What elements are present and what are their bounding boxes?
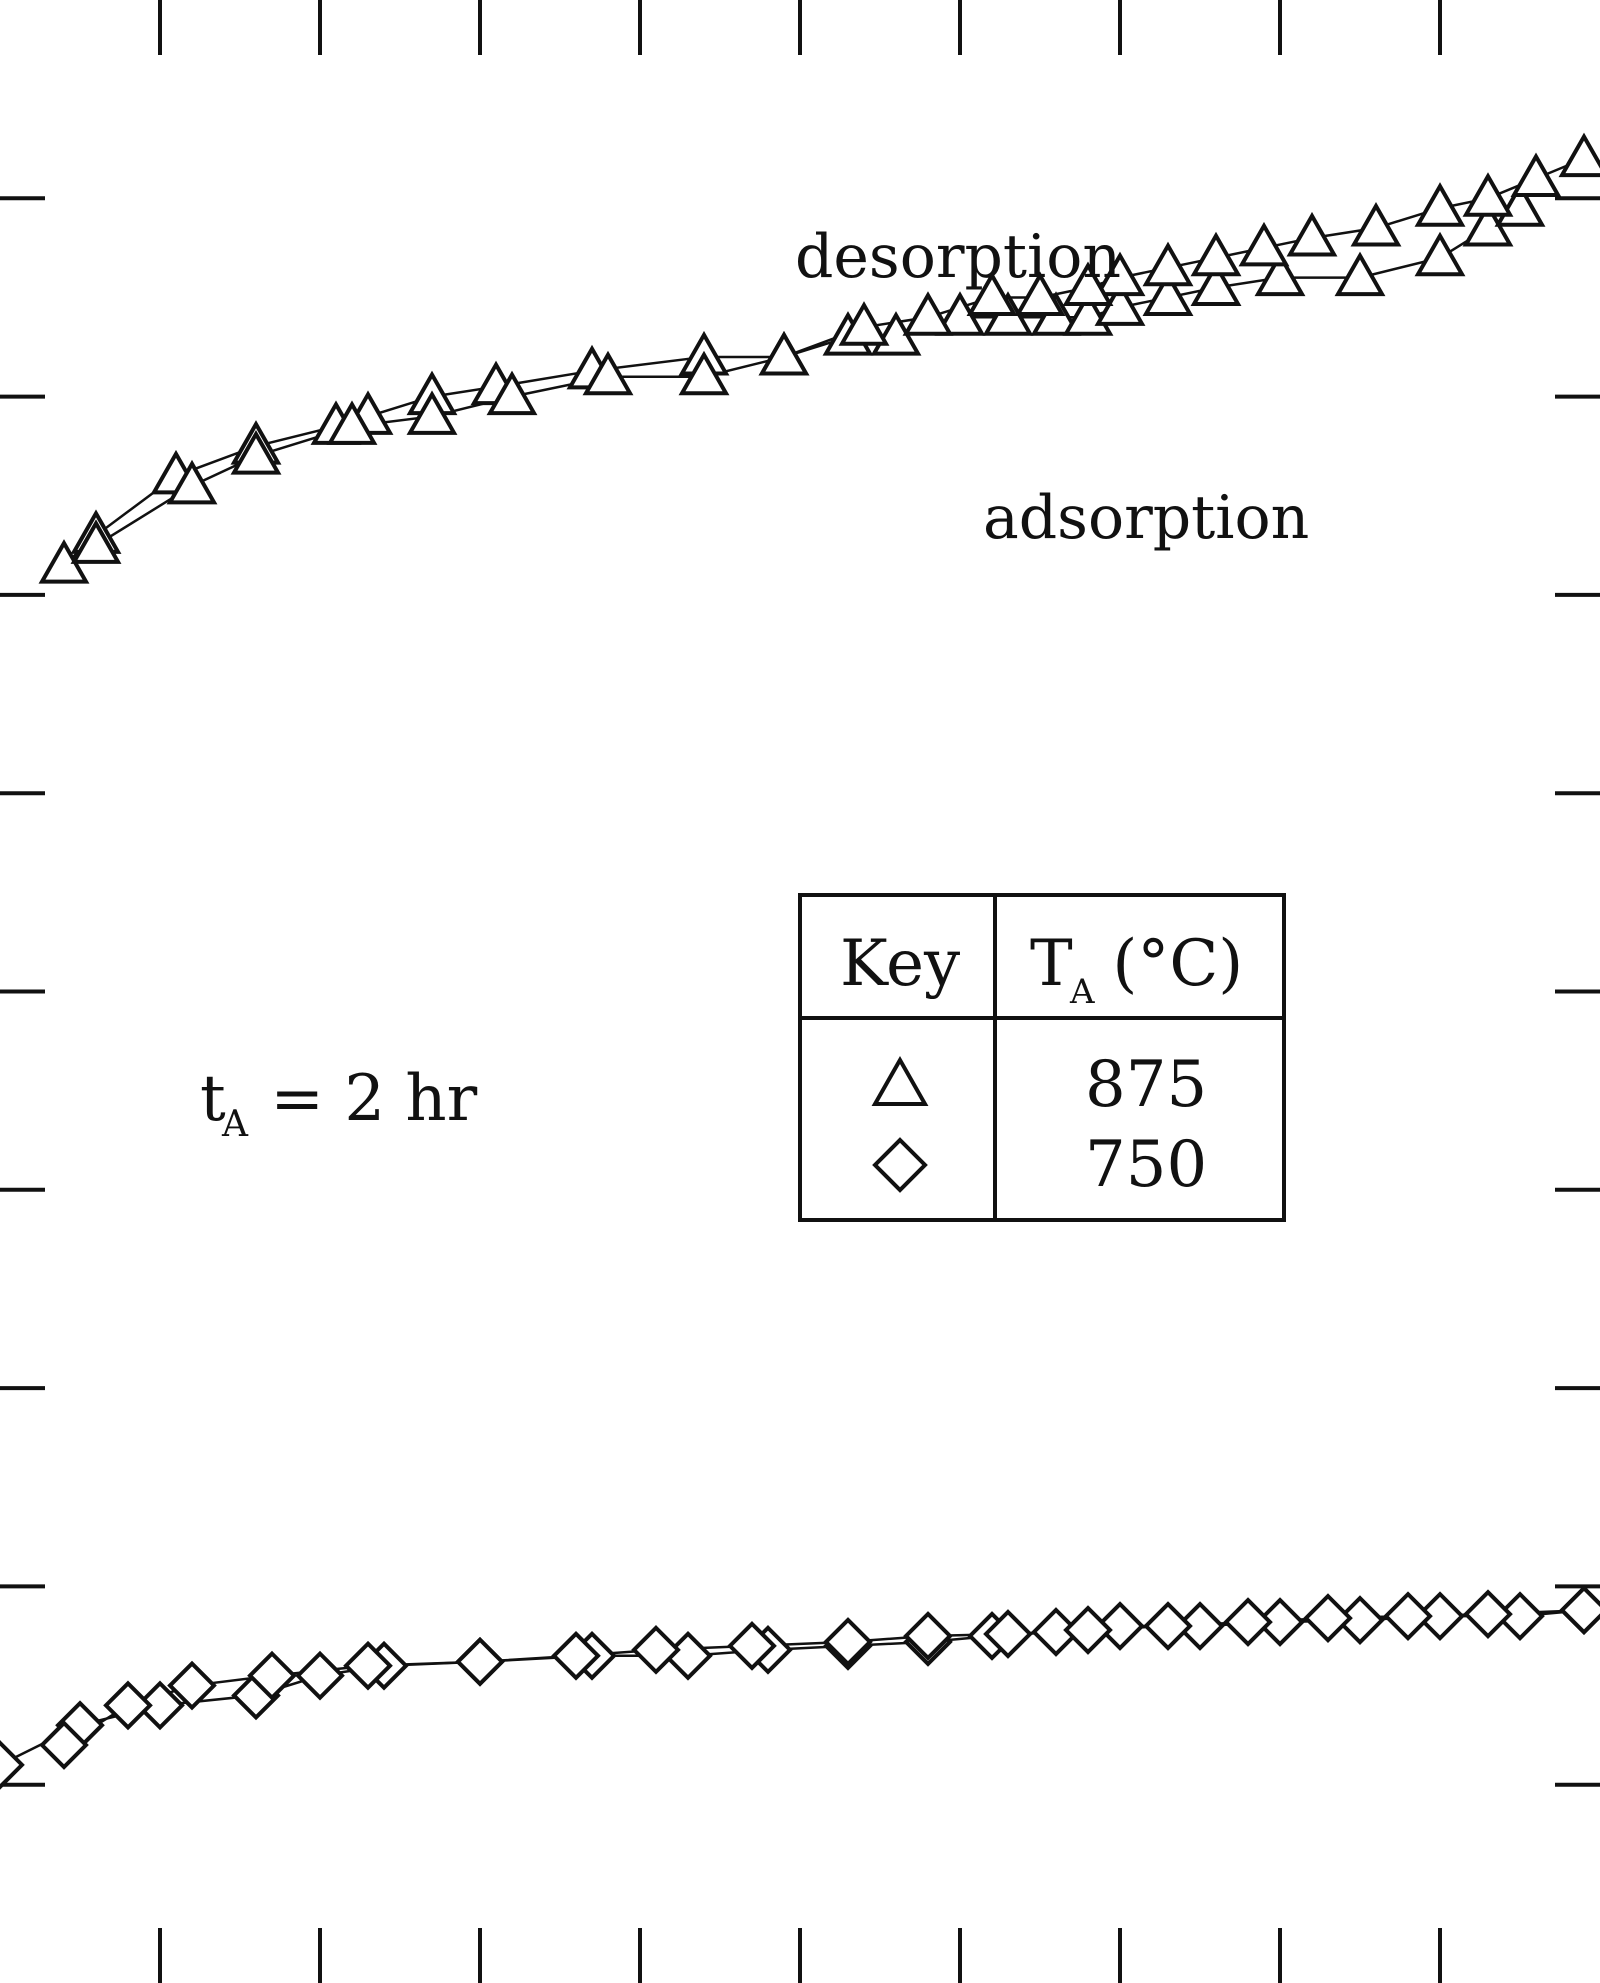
marker-triangle-s1-p7 — [1190, 231, 1242, 277]
legend-table: Key T A (°C) 875 750 — [798, 893, 1286, 1222]
marker-diamond-s3-p13 — [455, 1636, 505, 1687]
marker-diamond-s3-p11 — [631, 1625, 681, 1675]
marker-triangle-s1-p12 — [966, 271, 1018, 316]
legend-entry-875: 875 — [1085, 1048, 1207, 1122]
legend-entry-750: 750 — [1085, 1128, 1207, 1202]
marker-diamond-s3-p0 — [1559, 1585, 1600, 1636]
marker-diamond-s3-p2 — [1383, 1591, 1433, 1641]
t-value: = 2 hr — [250, 1062, 478, 1136]
marker-diamond-s3-p6 — [1063, 1605, 1113, 1655]
series-lines — [0, 157, 1585, 1766]
marker-triangle-s1-p16 — [678, 350, 730, 396]
marker-triangle-s1-p0 — [1558, 132, 1600, 178]
marker-triangle-s1-p11 — [1014, 271, 1066, 316]
marker-diamond-s3-p9 — [823, 1617, 873, 1667]
marker-triangle-s1-p9 — [1094, 251, 1146, 297]
marker-diamond-s3-p18 — [39, 1720, 89, 1770]
marker-triangle-s1-p10 — [1062, 261, 1114, 307]
marker-triangle-s1-p20 — [326, 400, 378, 445]
marker-triangle-s1-p6 — [1238, 221, 1290, 267]
marker-diamond-s3-p15 — [247, 1650, 297, 1701]
marker-diamond-s2-p4 — [295, 1650, 345, 1701]
marker-triangle-s0-p18 — [1142, 271, 1194, 316]
marker-triangle-s1-p23 — [70, 519, 122, 564]
marker-diamond-s3-p7 — [983, 1609, 1033, 1659]
marker-diamond-s3-p8 — [903, 1611, 953, 1661]
marker-triangle-s1-p5 — [1286, 211, 1338, 257]
legend-header-t-sub: A — [1069, 972, 1095, 1012]
annealing-time-label: t A = 2 hr — [200, 1062, 478, 1145]
marker-triangle-s1-p18 — [486, 370, 538, 416]
marker-triangle-s0-p20 — [1254, 251, 1306, 297]
t-subscript: A — [221, 1104, 249, 1145]
marker-diamond-s3-p12 — [551, 1630, 601, 1681]
marker-diamond-s3-p4 — [1223, 1597, 1273, 1647]
marker-triangle-s1-p2 — [1462, 172, 1514, 217]
marker-triangle-s0-p19 — [1190, 261, 1242, 307]
legend-triangle-marker — [871, 1055, 929, 1106]
marker-triangle-s1-p15 — [758, 330, 810, 376]
marker-diamond-s3-p14 — [343, 1640, 393, 1691]
marker-triangle-s1-p14 — [838, 301, 890, 346]
marker-diamond-s3-p16 — [167, 1660, 217, 1711]
marker-triangle-s1-p8 — [1142, 241, 1194, 287]
marker-triangle-s1-p22 — [166, 459, 218, 505]
legend-header-t: T — [1030, 927, 1073, 1001]
marker-triangle-s0-p22 — [1414, 231, 1466, 277]
marker-diamond-s3-p17 — [103, 1680, 153, 1731]
desorption-label: desorption — [795, 222, 1121, 292]
marker-triangle-s1-p17 — [582, 350, 634, 396]
legend-header-key: Key — [840, 927, 960, 1001]
marker-triangle-s1-p19 — [406, 390, 458, 435]
marker-triangle-s1-p21 — [230, 430, 282, 475]
marker-triangle-s1-p13 — [902, 291, 954, 336]
marker-diamond-s3-p3 — [1303, 1593, 1353, 1643]
marker-diamond-s3-p5 — [1143, 1601, 1193, 1651]
marker-triangle-s1-p4 — [1350, 202, 1402, 247]
marker-diamond-s2-p0 — [0, 1740, 25, 1790]
marker-triangle-s1-p1 — [1510, 152, 1562, 197]
marker-triangle-s1-p3 — [1414, 182, 1466, 227]
adsorption-label: adsorption — [983, 483, 1309, 553]
marker-diamond-s3-p10 — [727, 1621, 777, 1671]
t-symbol: t — [200, 1062, 226, 1136]
legend-diamond-marker — [872, 1137, 928, 1193]
marker-triangle-s0-p21 — [1334, 251, 1386, 297]
marker-diamond-s2-p14 — [1095, 1601, 1145, 1651]
series-line-2 — [0, 1608, 1585, 1766]
series-markers — [0, 132, 1600, 1790]
legend-header-unit: (°C) — [1092, 927, 1243, 1001]
marker-diamond-s3-p1 — [1463, 1589, 1513, 1639]
